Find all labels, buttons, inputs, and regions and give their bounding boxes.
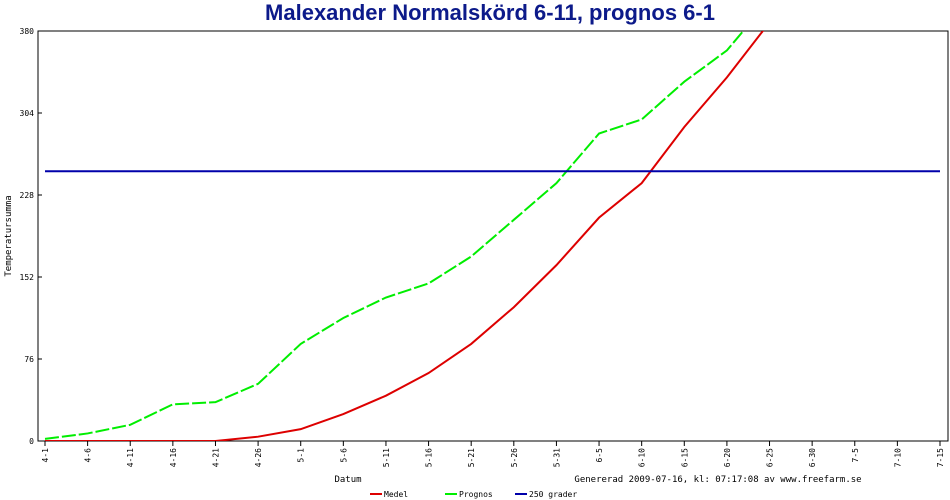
y-tick-label: 228 (20, 191, 35, 200)
x-tick-label: 4-16 (169, 448, 178, 467)
x-tick-label: 4-21 (211, 448, 220, 467)
x-tick-label: 5-21 (467, 448, 476, 467)
x-tick-label: 5-26 (510, 448, 519, 467)
x-tick-label: 5-11 (382, 448, 391, 467)
legend-label: Prognos (459, 490, 493, 499)
chart-title: Malexander Normalskörd 6-11, prognos 6-1 (265, 0, 715, 25)
x-tick-label: 6-25 (766, 448, 775, 467)
x-tick-label: 7-10 (893, 448, 902, 467)
x-tick-label: 6-30 (808, 448, 817, 467)
x-tick-label: 5-16 (425, 448, 434, 467)
x-axis-label: Datum (334, 475, 361, 485)
x-tick-label: 5-1 (297, 448, 306, 463)
line-series (44, 31, 745, 440)
x-tick-label: 7-5 (851, 448, 860, 463)
x-tick-label: 4-11 (126, 448, 135, 467)
x-tick-label: 6-5 (595, 448, 604, 463)
y-tick-label: 304 (20, 109, 35, 118)
x-tick-label: 7-15 (936, 448, 945, 467)
x-tick-label: 4-6 (84, 448, 93, 463)
y-axis-label: Temperatursumma (4, 195, 14, 276)
y-tick-label: 380 (20, 27, 35, 36)
plot-frame (37, 30, 949, 442)
legend-label: Medel (384, 490, 408, 499)
plot-area (44, 31, 940, 441)
x-tick-label: 4-1 (41, 448, 50, 463)
y-tick-label: 76 (24, 355, 34, 364)
x-tick-label: 6-10 (638, 448, 647, 467)
x-tick-label: 5-31 (552, 448, 561, 467)
x-tick-label: 6-20 (723, 448, 732, 467)
x-tick-label: 5-6 (339, 448, 348, 463)
y-tick-label: 152 (20, 273, 35, 282)
line-series (45, 31, 765, 441)
y-tick-label: 0 (29, 437, 34, 446)
x-tick-label: 6-15 (680, 448, 689, 467)
x-tick-label: 4-26 (254, 448, 263, 467)
footnote: Genererad 2009-07-16, kl: 07:17:08 av ww… (574, 475, 861, 485)
legend-label: 250 grader (529, 490, 577, 499)
